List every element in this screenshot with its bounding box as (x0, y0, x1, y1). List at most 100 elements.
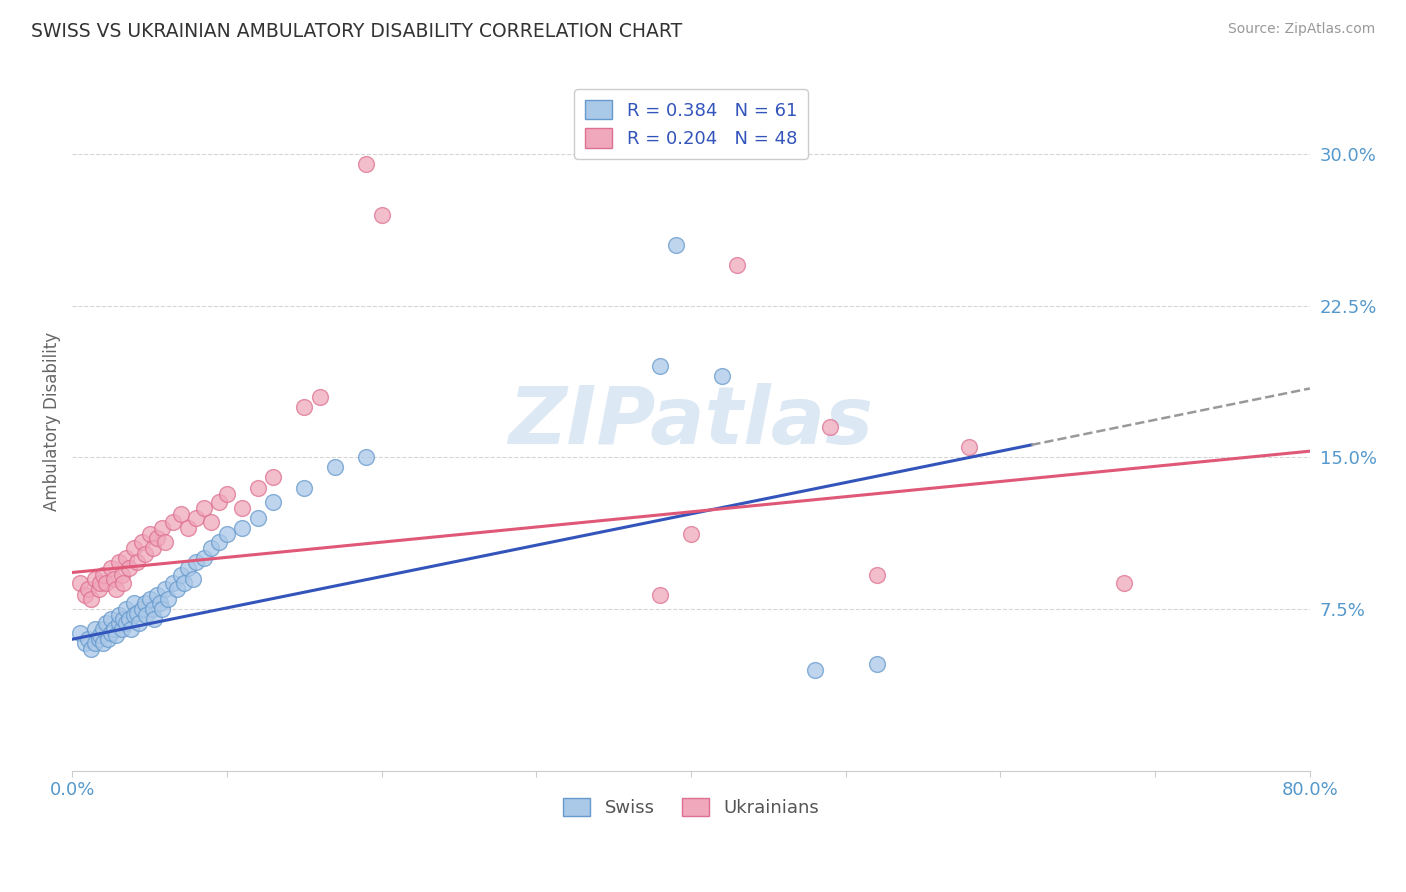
Point (76, 632, 98, 647)
Point (727, 258, 749, 272)
Point (323, 460, 346, 475)
Point (138, 591, 160, 606)
Point (80, 591, 103, 606)
Point (169, 567, 191, 582)
Point (150, 602, 173, 616)
Point (73, 636, 96, 650)
Point (959, 440, 981, 454)
Point (118, 612, 141, 626)
Point (134, 596, 156, 610)
Point (112, 575, 135, 590)
Point (89, 628, 111, 642)
Legend: Swiss, Ukrainians: Swiss, Ukrainians (555, 790, 827, 824)
Text: SWISS VS UKRAINIAN AMBULATORY DISABILITY CORRELATION CHART: SWISS VS UKRAINIAN AMBULATORY DISABILITY… (31, 22, 682, 41)
Point (120, 622, 142, 636)
Point (122, 607, 145, 622)
Point (134, 547, 156, 561)
Point (231, 500, 253, 515)
Point (91, 622, 114, 636)
Point (131, 602, 153, 616)
Point (69, 626, 91, 640)
Point (127, 555, 149, 569)
Point (91, 636, 114, 650)
Point (142, 541, 165, 556)
Point (103, 572, 125, 586)
Point (111, 567, 134, 582)
Point (122, 596, 145, 610)
Point (292, 481, 315, 495)
Point (73, 588, 96, 602)
Point (866, 657, 889, 671)
Point (262, 470, 284, 484)
Point (820, 420, 842, 434)
Point (96, 615, 118, 630)
Point (177, 561, 200, 575)
Point (184, 555, 207, 569)
Point (648, 359, 671, 374)
Point (262, 494, 284, 508)
Point (89, 575, 111, 590)
Point (76, 582, 98, 596)
Point (100, 626, 122, 640)
Point (354, 157, 377, 171)
Point (100, 612, 122, 626)
Point (146, 588, 169, 602)
Point (115, 602, 138, 616)
Point (679, 527, 702, 541)
Point (84, 572, 107, 586)
Point (143, 612, 166, 626)
Point (142, 602, 165, 616)
Point (107, 607, 129, 622)
Point (177, 521, 200, 535)
Point (103, 622, 125, 636)
Point (184, 511, 207, 525)
Point (292, 400, 315, 414)
Point (150, 521, 173, 535)
Point (104, 582, 127, 596)
Point (91, 567, 114, 582)
Text: Source: ZipAtlas.com: Source: ZipAtlas.com (1227, 22, 1375, 37)
Point (804, 663, 827, 677)
Point (111, 622, 134, 636)
Point (153, 582, 176, 596)
Point (866, 567, 889, 582)
Point (112, 612, 135, 626)
Point (200, 541, 222, 556)
Point (710, 369, 733, 384)
Point (146, 531, 169, 545)
Point (107, 615, 129, 630)
Point (97, 632, 120, 647)
Point (246, 481, 269, 495)
Point (128, 615, 150, 630)
Point (208, 535, 231, 549)
Point (193, 500, 215, 515)
Y-axis label: Ambulatory Disability: Ambulatory Disability (44, 333, 60, 511)
Point (96, 575, 118, 590)
Point (648, 588, 671, 602)
Point (87, 582, 110, 596)
Point (664, 238, 686, 252)
Point (118, 561, 141, 575)
Point (135, 607, 157, 622)
Point (104, 628, 127, 642)
Point (87, 632, 110, 647)
Point (127, 606, 149, 620)
Point (215, 527, 238, 541)
Point (153, 535, 176, 549)
Point (149, 596, 172, 610)
Point (115, 615, 138, 630)
Point (115, 551, 138, 566)
Point (208, 494, 231, 508)
Point (100, 561, 122, 575)
Text: ZIPatlas: ZIPatlas (509, 383, 873, 461)
Point (169, 507, 191, 521)
Point (1114, 575, 1136, 590)
Point (122, 541, 145, 556)
Point (354, 450, 377, 465)
Point (308, 390, 330, 404)
Point (162, 575, 184, 590)
Point (246, 511, 269, 525)
Point (69, 575, 91, 590)
Point (84, 622, 107, 636)
Point (84, 636, 107, 650)
